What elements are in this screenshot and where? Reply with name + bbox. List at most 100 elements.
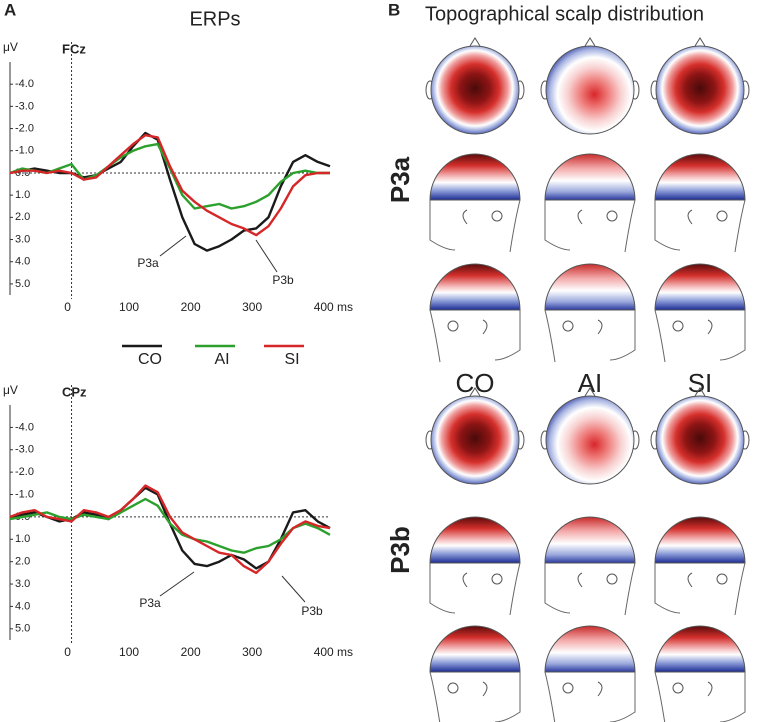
y-tick-label: 1.0	[15, 533, 30, 545]
y-tick-label: 5.0	[15, 623, 30, 635]
head-ear	[462, 572, 468, 588]
head-ear	[707, 319, 713, 335]
head-ear	[687, 209, 693, 225]
topo-map	[430, 45, 520, 135]
head-eye	[491, 210, 503, 222]
head-ear	[577, 209, 583, 225]
y-tick-label: 4.0	[15, 600, 30, 612]
head-outline	[544, 671, 636, 722]
y-tick-label: 3.0	[15, 578, 30, 590]
erp-line	[9, 134, 330, 237]
annotation-leader	[281, 575, 306, 603]
head-outline	[654, 671, 746, 722]
head-outline	[544, 199, 636, 253]
group-label: CO	[456, 368, 495, 398]
legend-label: SI	[284, 351, 299, 368]
x-tick-label: 100	[119, 645, 139, 659]
panel-label: B	[388, 0, 400, 19]
head-ear	[577, 572, 583, 588]
head-nose	[694, 37, 706, 47]
topo-map	[544, 625, 636, 673]
topo-map	[655, 395, 745, 485]
y-tick-label: 3.0	[15, 233, 30, 245]
topo-map	[430, 395, 520, 485]
annotation-leader	[159, 235, 187, 257]
group-label: AI	[578, 368, 603, 398]
head-outline	[429, 562, 521, 616]
topo-map	[655, 45, 745, 135]
head-ear	[597, 681, 603, 697]
x-tick-label: 400 ms	[314, 300, 353, 314]
x-tick-label: 0	[64, 645, 71, 659]
topo-map	[544, 263, 636, 311]
panel-label: A	[4, 0, 16, 19]
y-tick-label: 4.0	[15, 256, 30, 268]
erp-line	[9, 486, 331, 570]
head-ear	[482, 319, 488, 335]
topo-map	[545, 45, 635, 135]
y-tick-label: -4.0	[15, 421, 34, 433]
head-eye	[447, 682, 459, 694]
legend-label: AI	[214, 351, 229, 368]
axis-unit: μV	[3, 40, 18, 54]
head-ear	[597, 319, 603, 335]
group-label: SI	[688, 368, 713, 398]
y-tick-label: -2.0	[15, 122, 34, 134]
component-label: P3a	[385, 156, 415, 203]
annotation-leader	[159, 571, 195, 597]
head-eye	[672, 320, 684, 332]
head-eye	[491, 573, 503, 585]
erp-line	[9, 497, 331, 554]
y-tick-label: -3.0	[15, 444, 34, 456]
head-nose	[469, 387, 481, 397]
y-tick-label: -2.0	[15, 466, 34, 478]
head-eye	[716, 210, 728, 222]
topo-map	[654, 625, 746, 673]
topo-map	[654, 516, 746, 564]
topo-map	[544, 153, 636, 201]
topo-map	[545, 395, 635, 485]
x-tick-label: 300	[242, 645, 262, 659]
annotation: P3b	[272, 273, 294, 287]
topo-map	[429, 516, 521, 564]
topo-map	[544, 516, 636, 564]
topo-map	[429, 625, 521, 673]
x-tick-label: 0	[64, 300, 71, 314]
head-eye	[606, 210, 618, 222]
head-ear	[707, 681, 713, 697]
erp-line	[9, 484, 331, 575]
x-tick-label: 200	[181, 300, 201, 314]
head-ear	[462, 209, 468, 225]
head-outline	[654, 309, 746, 363]
head-eye	[672, 682, 684, 694]
head-eye	[562, 682, 574, 694]
axis-unit: μV	[3, 383, 18, 397]
head-outline	[654, 199, 746, 253]
erp-line	[9, 131, 331, 252]
x-tick-label: 200	[181, 645, 201, 659]
y-tick-label: -4.0	[15, 78, 34, 90]
y-tick-label: 1.0	[15, 189, 30, 201]
head-eye	[562, 320, 574, 332]
head-eye	[716, 573, 728, 585]
y-tick-label: 5.0	[15, 278, 30, 290]
y-tick-label: -1.0	[15, 145, 34, 157]
head-nose	[584, 387, 596, 397]
x-tick-label: 100	[119, 300, 139, 314]
annotation: P3a	[137, 256, 159, 270]
x-tick-label: 400 ms	[314, 645, 353, 659]
y-tick-label: 2.0	[15, 556, 30, 568]
legend-label: CO	[138, 351, 162, 368]
y-tick-label: -3.0	[15, 100, 34, 112]
head-outline	[544, 562, 636, 616]
electrode-label: FCz	[62, 41, 86, 56]
head-outline	[544, 309, 636, 363]
head-nose	[584, 37, 596, 47]
head-eye	[447, 320, 459, 332]
head-ear	[687, 572, 693, 588]
head-ear	[482, 681, 488, 697]
annotation-leader	[255, 239, 278, 273]
component-label: P3b	[385, 526, 415, 574]
head-outline	[429, 309, 521, 363]
